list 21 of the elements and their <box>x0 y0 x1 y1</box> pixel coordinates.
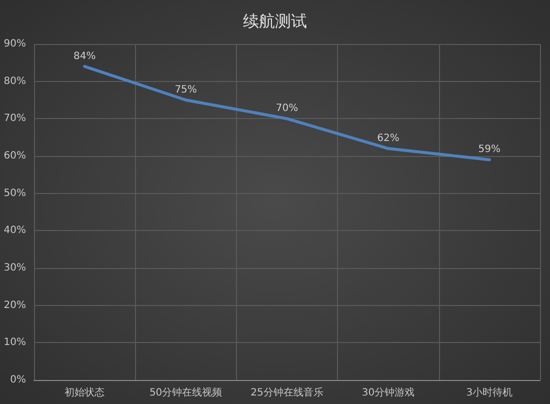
y-tick-label: 60% <box>4 150 26 162</box>
data-label: 84% <box>73 50 96 62</box>
y-tick-label: 20% <box>4 300 26 311</box>
y-tick-label: 10% <box>4 337 26 348</box>
data-label: 62% <box>377 133 400 144</box>
y-tick-label: 50% <box>4 188 26 199</box>
y-tick-label: 90% <box>4 38 26 50</box>
x-tick-label: 50分钟在线视频 <box>149 386 222 398</box>
data-label: 70% <box>276 103 298 114</box>
y-tick-label: 70% <box>4 113 26 124</box>
x-tick-label: 3小时待机 <box>466 386 513 398</box>
x-tick-label: 30分钟游戏 <box>362 386 415 398</box>
x-tick-label: 25分钟在线音乐 <box>250 386 324 398</box>
data-label: 75% <box>174 84 197 96</box>
x-tick-label: 初始状态 <box>64 386 105 398</box>
chart-title: 续航测试 <box>243 12 307 30</box>
data-label: 59% <box>478 144 501 156</box>
y-tick-label: 30% <box>4 262 26 274</box>
y-tick-label: 40% <box>4 225 26 236</box>
y-tick-label: 0% <box>10 374 26 386</box>
y-tick-label: 80% <box>4 76 26 87</box>
